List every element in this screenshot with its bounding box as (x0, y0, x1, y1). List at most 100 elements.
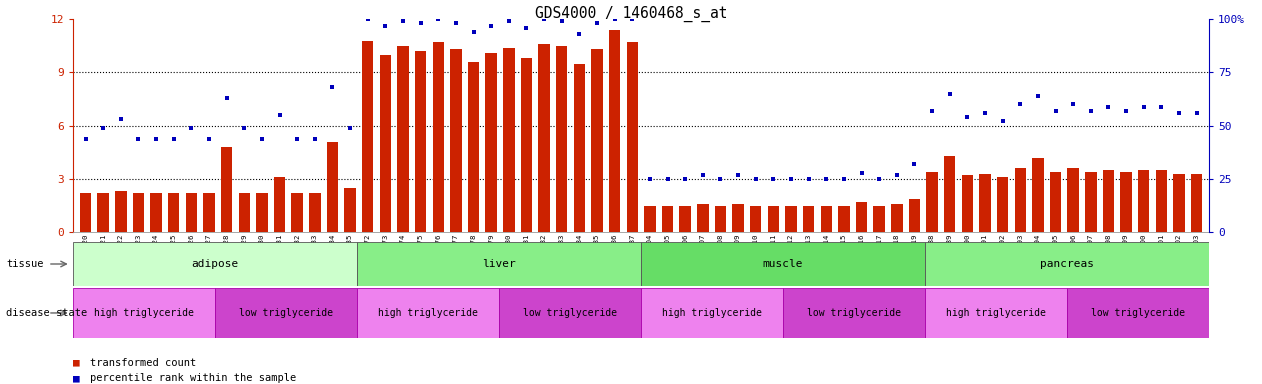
Point (252, 136, 273, 142)
Point (711, 176, 731, 182)
Bar (820, 206, 832, 232)
Bar (1121, 172, 1132, 232)
Point (1027, 93, 1047, 99)
Point (1010, 101, 1030, 108)
Point (375, 23, 395, 29)
Bar (433, 42, 444, 232)
Point (781, 176, 801, 182)
Bar (521, 58, 533, 232)
Bar (1015, 169, 1026, 232)
Bar (345, 188, 356, 232)
Point (569, 31, 589, 37)
Text: liver: liver (482, 259, 516, 269)
Bar (641, 242, 925, 286)
Bar (679, 206, 690, 232)
Bar (1138, 170, 1150, 232)
Bar (925, 288, 1068, 338)
Bar (925, 242, 1209, 286)
Point (428, 16, 448, 22)
Point (304, 136, 324, 142)
Bar (803, 206, 814, 232)
Point (1045, 108, 1065, 114)
Text: high triglyceride: high triglyceride (379, 308, 478, 318)
Point (834, 176, 854, 182)
Point (587, 20, 607, 26)
Bar (73, 242, 357, 286)
Bar (309, 193, 321, 232)
Bar (186, 193, 197, 232)
Point (992, 118, 1012, 124)
Point (976, 110, 996, 116)
Bar (451, 50, 462, 232)
Point (286, 136, 307, 142)
Bar (256, 193, 268, 232)
Point (923, 108, 943, 114)
Bar (150, 193, 162, 232)
Bar (661, 206, 674, 232)
Point (182, 125, 202, 131)
Bar (644, 206, 656, 232)
Point (870, 176, 890, 182)
Point (905, 161, 925, 167)
Point (339, 125, 360, 131)
Text: muscle: muscle (762, 259, 804, 269)
Point (551, 18, 572, 25)
Point (622, 16, 642, 22)
Point (693, 172, 713, 178)
Bar (979, 174, 991, 232)
Bar (785, 206, 796, 232)
Point (410, 20, 430, 26)
Text: pancreas: pancreas (1040, 259, 1094, 269)
Bar (357, 242, 641, 286)
Text: adipose: adipose (192, 259, 239, 269)
Point (111, 116, 131, 122)
Bar (133, 193, 144, 232)
Point (129, 136, 149, 142)
Point (1133, 104, 1153, 110)
Point (1080, 108, 1100, 114)
Point (235, 125, 255, 131)
Bar (1191, 174, 1203, 232)
Bar (1156, 170, 1167, 232)
Bar (997, 177, 1008, 232)
Bar (1103, 170, 1114, 232)
Bar (641, 288, 782, 338)
Bar (838, 206, 849, 232)
Text: low triglyceride: low triglyceride (808, 308, 901, 318)
Point (93, 125, 114, 131)
Bar (357, 288, 500, 338)
Bar (608, 30, 621, 232)
Point (817, 176, 837, 182)
Point (658, 176, 678, 182)
Text: tissue: tissue (6, 259, 44, 269)
Point (675, 176, 695, 182)
Bar (468, 62, 480, 232)
Bar (73, 288, 215, 338)
Text: high triglyceride: high triglyceride (946, 308, 1046, 318)
Point (357, 16, 377, 22)
Point (746, 176, 766, 182)
Point (463, 29, 483, 35)
Bar (1174, 174, 1185, 232)
Point (958, 114, 978, 120)
Point (322, 84, 342, 91)
Bar (239, 193, 250, 232)
Text: low triglyceride: low triglyceride (524, 308, 617, 318)
Bar (1085, 172, 1097, 232)
Bar (221, 147, 232, 232)
Bar (697, 204, 708, 232)
Bar (1032, 158, 1044, 232)
Point (199, 136, 220, 142)
Bar (97, 193, 109, 232)
Point (392, 18, 413, 25)
Bar (362, 41, 374, 232)
Bar (873, 206, 885, 232)
Bar (574, 64, 586, 232)
Bar (962, 175, 973, 232)
Text: ■: ■ (73, 358, 80, 368)
Bar (592, 50, 603, 232)
Bar (856, 202, 867, 232)
Point (799, 176, 819, 182)
Point (1186, 110, 1206, 116)
Bar (732, 204, 743, 232)
